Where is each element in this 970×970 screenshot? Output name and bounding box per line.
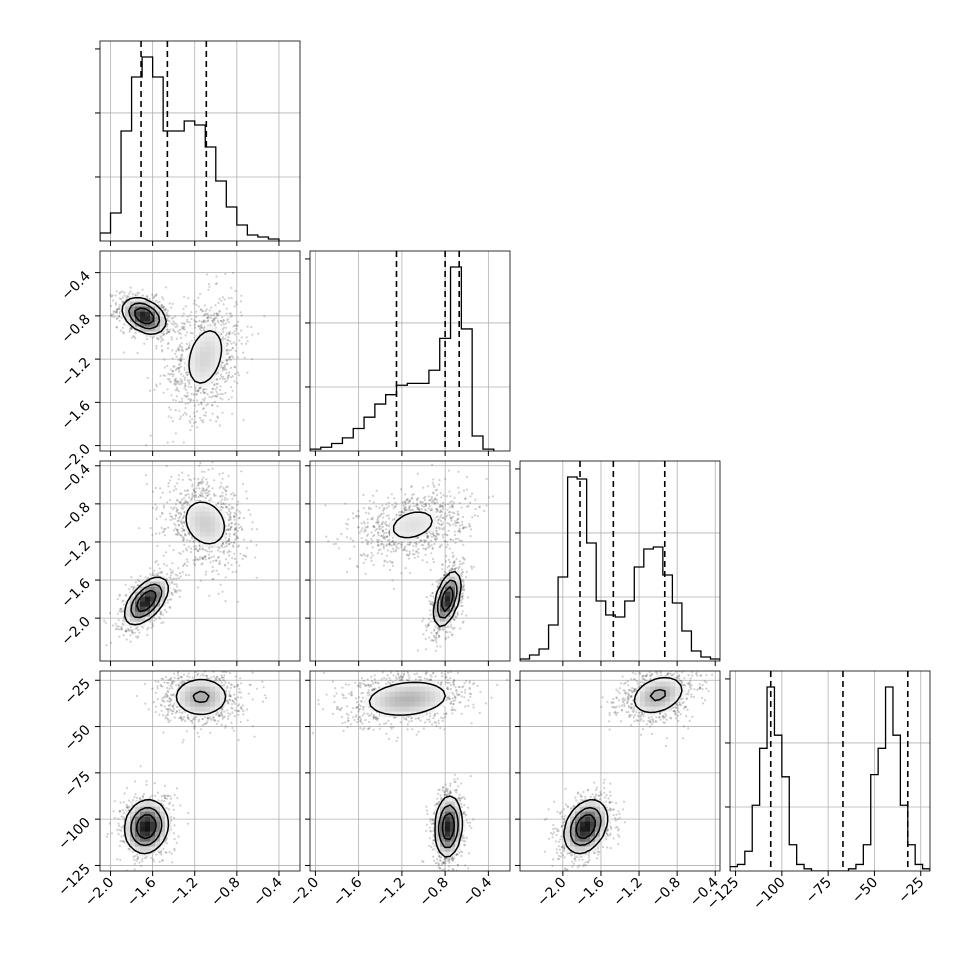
y-tick-label: −25	[62, 676, 94, 708]
contour-level	[392, 511, 462, 628]
contour-level	[437, 804, 459, 849]
contour-level	[569, 688, 666, 847]
axes-frame-1-1	[309, 250, 511, 452]
panel-2-0	[103, 461, 259, 647]
y-tick-label: −1.2	[58, 355, 93, 390]
contour-level	[128, 302, 161, 330]
grid-layer	[100, 41, 930, 871]
scatter-points	[543, 671, 714, 871]
y-tick-label: −100	[55, 815, 94, 854]
density-cells	[390, 511, 461, 627]
density-contours	[123, 678, 227, 855]
contour-level	[135, 814, 157, 840]
density-contours	[123, 501, 226, 626]
x-tick-label: −50	[849, 875, 881, 907]
contour-level	[368, 681, 464, 858]
x-tick-label: −0.4	[250, 874, 285, 909]
contour-level	[121, 296, 223, 384]
histogram-3	[730, 686, 930, 871]
x-tick-label: −1.6	[572, 874, 607, 909]
y-tick-label: −1.2	[58, 537, 93, 572]
axes-frame-3-1	[309, 670, 511, 872]
x-tick-label: −25	[895, 875, 927, 907]
x-tick-label: −2.0	[82, 875, 117, 910]
contour-level	[123, 501, 226, 626]
axes-frame-2-2	[519, 460, 721, 662]
x-tick-label: −0.8	[649, 875, 684, 910]
x-tick-label: −2.0	[534, 875, 569, 910]
panel-1-0	[109, 271, 266, 447]
axes-frame-1-0	[99, 250, 301, 452]
axes-frame-3-2	[519, 670, 721, 872]
density-contours	[121, 296, 223, 384]
data-layer	[100, 41, 930, 871]
x-tick-label: −2.0	[287, 875, 322, 910]
density-cells	[565, 676, 686, 857]
axes-frame-3-0	[99, 670, 301, 872]
contour-level	[130, 583, 163, 619]
y-tick-label: −50	[62, 722, 94, 754]
contour-level	[136, 589, 157, 613]
x-tick-label: −1.2	[373, 875, 408, 910]
y-tick-label: −1.6	[58, 398, 93, 433]
density-cells	[125, 501, 226, 627]
contour-level	[436, 579, 458, 619]
y-tick-label: −2.0	[58, 614, 93, 649]
contour-level	[123, 678, 227, 855]
density-contours	[563, 676, 683, 855]
x-tick-label: −0.8	[208, 875, 243, 910]
contour-level	[563, 676, 683, 855]
histogram-0	[100, 56, 280, 241]
frames-layer	[99, 40, 931, 872]
x-tick-label: −1.2	[611, 875, 646, 910]
density-contours	[392, 511, 462, 628]
axes-frame-2-0	[99, 460, 301, 662]
x-tick-label: −1.2	[166, 875, 201, 910]
x-tick-label: −1.6	[124, 874, 159, 909]
panel-2-1	[324, 463, 494, 652]
scatter-points	[324, 463, 494, 652]
y-tick-label: −75	[62, 768, 94, 800]
axes-frame-2-1	[309, 460, 511, 662]
x-tick-label: −0.4	[460, 874, 495, 909]
contour-level	[441, 812, 455, 841]
contour-level	[575, 813, 597, 839]
x-tick-label: −75	[803, 875, 835, 907]
axes-frame-0-0	[99, 40, 301, 242]
x-tick-label: −1.6	[330, 874, 365, 909]
contour-level	[441, 586, 454, 613]
panel-3-2	[543, 671, 714, 871]
y-tick-label: −0.4	[58, 268, 93, 303]
y-tick-label: −0.8	[58, 311, 93, 346]
x-tick-label: −100	[750, 875, 789, 914]
ticks-layer: −2.0 −1.6 −1.2 −0.8 −0.4 −2.0 −1.6 −1.2 −0.8 −0.4…	[55, 48, 928, 914]
contour-level	[130, 690, 210, 847]
density-cells	[365, 681, 466, 857]
contour-level	[134, 307, 155, 325]
y-tick-label: −0.8	[58, 499, 93, 534]
panel-3-1	[311, 671, 509, 871]
y-tick-label: −1.6	[58, 576, 93, 611]
histogram-2	[520, 476, 720, 661]
panel-3-0	[106, 671, 268, 871]
density-contours	[368, 681, 464, 858]
axes-frame-3-3	[729, 670, 931, 872]
x-tick-label: −0.8	[417, 875, 452, 910]
